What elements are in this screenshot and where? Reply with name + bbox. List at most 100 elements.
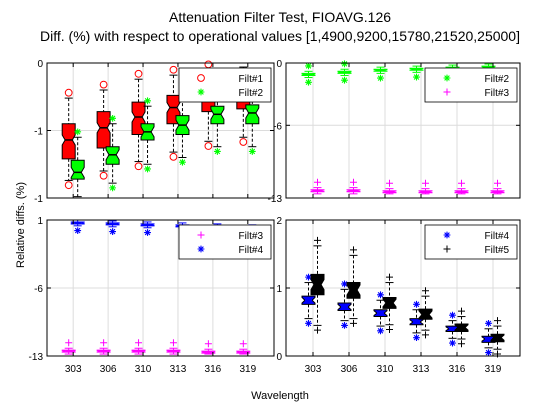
outlier-point	[314, 326, 321, 334]
subplot-1: -1 -1 0 Filt#1 Filt#2	[34, 59, 275, 205]
outlier-point	[494, 179, 501, 187]
y-tick-label: -6	[273, 121, 282, 132]
x-tick-label: 313	[170, 364, 187, 375]
outlier-point	[144, 165, 151, 173]
legend-marker	[197, 74, 205, 82]
legend-label: Filt#3	[239, 231, 264, 242]
outlier-point	[458, 340, 465, 348]
outlier-point	[377, 291, 384, 299]
figure-ylabel: Relative diffs. (%)	[15, 182, 27, 268]
y-tick-label: -1	[34, 194, 43, 205]
outlier-point	[449, 339, 456, 347]
legend: Filt#1 Filt#2	[178, 67, 272, 103]
outlier-point	[377, 327, 384, 335]
box-filt2	[70, 159, 85, 180]
legend-label: Filt#1	[239, 74, 264, 85]
legend-marker	[443, 245, 451, 253]
legend: Filt#3 Filt#4	[178, 224, 272, 260]
box-filt3	[201, 350, 216, 354]
outlier-point	[449, 311, 456, 319]
outlier-point	[109, 114, 117, 122]
outlier-point	[64, 181, 73, 190]
outlier-point	[169, 339, 177, 347]
legend-label: Filt#3	[485, 88, 510, 99]
box-filt3	[96, 349, 111, 353]
legend-label: Filt#4	[485, 231, 510, 242]
x-tick-label: 306	[341, 364, 358, 375]
box-filt3	[61, 349, 76, 353]
box-filt1	[96, 111, 111, 149]
box-filt2	[409, 67, 424, 71]
subplot-2: -13 -6 0 Filt#2 Filt#3	[268, 59, 521, 205]
outlier-point	[422, 331, 429, 339]
outlier-point	[341, 76, 348, 84]
outlier-point	[305, 78, 312, 86]
outlier-point	[144, 97, 151, 105]
outlier-point	[314, 236, 321, 244]
x-tick-label: 313	[413, 364, 430, 375]
box-filt3	[310, 189, 325, 193]
outlier-point	[350, 246, 357, 254]
outlier-point	[341, 60, 348, 68]
box-filt2	[301, 72, 316, 76]
outlier-point	[422, 287, 429, 295]
legend-label: Filt#5	[485, 245, 510, 256]
outlier-point	[386, 273, 393, 281]
legend-label: Filt#4	[239, 245, 264, 256]
x-tick-label: 316	[449, 364, 466, 375]
box-filt3	[131, 349, 146, 353]
outlier-point	[422, 179, 429, 187]
outlier-point	[65, 339, 73, 347]
outlier-point	[305, 319, 312, 327]
outlier-point	[314, 178, 321, 186]
outlier-point	[458, 307, 465, 315]
legend-marker	[197, 245, 205, 253]
y-tick-label: 0	[37, 59, 43, 70]
outlier-point	[99, 80, 108, 89]
box-filt3	[490, 190, 505, 194]
x-tick-label: 316	[205, 364, 222, 375]
outlier-point	[350, 319, 357, 327]
outlier-point	[485, 319, 492, 327]
x-tick-label: 319	[239, 364, 256, 375]
subplot-4: 0 1 2 303 306 310 313 316 319 Filt#4 Filt#5	[276, 216, 521, 375]
legend-label: Filt#2	[239, 88, 264, 99]
outlier-point	[99, 171, 108, 180]
outlier-point	[386, 179, 393, 187]
legend-box	[424, 224, 518, 260]
box-filt1	[61, 123, 76, 160]
outlier-point	[494, 317, 501, 325]
outlier-point	[239, 340, 247, 348]
y-tick-label: -13	[29, 352, 44, 363]
box-filt3	[236, 350, 251, 354]
outlier-point	[135, 339, 143, 347]
outlier-point	[213, 148, 221, 155]
outlier-point	[64, 88, 73, 97]
outlier-point	[413, 300, 420, 308]
legend: Filt#4 Filt#5	[424, 224, 518, 260]
outlier-point	[134, 162, 143, 171]
outlier-point	[204, 340, 212, 348]
subplot-3: -13 -6 1 303 306 310 313 316 319 Filt#3 Filt#4	[29, 216, 275, 375]
outlier-point	[109, 228, 117, 235]
outlier-point	[204, 142, 213, 150]
outlier-point	[100, 339, 108, 347]
x-tick-label: 310	[377, 364, 394, 375]
outlier-point	[74, 128, 82, 136]
y-tick-label: 1	[37, 216, 43, 227]
box-filt4	[140, 223, 155, 227]
outlier-point	[169, 152, 178, 161]
x-tick-label: 319	[485, 364, 502, 375]
outlier-point	[305, 273, 312, 281]
box-filt2	[245, 104, 260, 125]
y-tick-label: 0	[276, 59, 282, 70]
outlier-point	[74, 227, 82, 234]
box-filt3	[454, 190, 469, 194]
x-tick-label: 303	[65, 364, 82, 375]
legend-box	[178, 67, 272, 103]
outlier-point	[485, 349, 492, 356]
y-tick-label: -1	[34, 127, 43, 138]
legend-marker	[443, 88, 451, 96]
figure-title-line2: Diff. (%) with respect to operational va…	[40, 28, 520, 44]
outlier-point	[377, 74, 384, 82]
